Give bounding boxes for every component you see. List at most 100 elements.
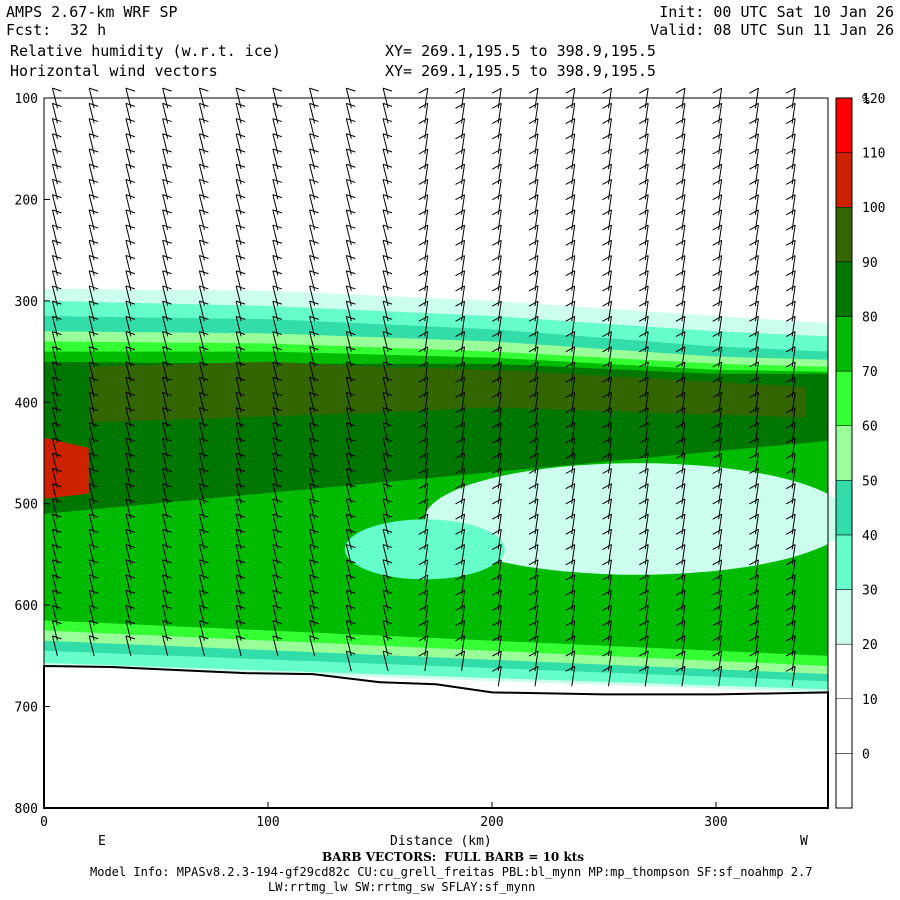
wind-barb-feather <box>52 407 62 412</box>
wind-barb-feather <box>712 513 722 520</box>
wind-barb-feather <box>162 331 172 336</box>
wind-barb-feather <box>528 513 539 520</box>
rh-band-110 <box>44 437 89 499</box>
wind-barb-feather <box>309 361 319 366</box>
wind-barb-feather <box>455 422 465 429</box>
wind-barb-feather <box>89 559 99 564</box>
wind-barb-feather <box>272 361 283 366</box>
wind-barb-feather <box>492 437 502 444</box>
model-info: Model Info: MPASv8.2.3-194-gf29cd82c CU:… <box>90 865 813 879</box>
wind-barb-feather <box>492 589 502 596</box>
wind-barb-feather <box>272 209 283 214</box>
wind-barb-feather <box>52 468 62 472</box>
wind-barb-feather <box>675 194 686 201</box>
wind-barb-feather <box>125 620 136 625</box>
wind-barb-feather <box>785 559 796 566</box>
wind-barb-feather <box>199 422 209 427</box>
colorbar-level-label: 20 <box>862 638 878 653</box>
wind-barb-feather <box>492 331 502 338</box>
wind-barb-feather <box>346 574 356 579</box>
wind-barb-feather <box>272 224 283 229</box>
wind-barb-feather <box>528 239 539 246</box>
wind-barb-feather <box>162 209 172 214</box>
wind-barb-feather <box>455 224 465 231</box>
wind-barb-feather <box>418 315 429 322</box>
wind-barb-feather <box>492 483 502 490</box>
wind-barb-feather <box>309 255 319 259</box>
wind-barb-feather <box>346 300 356 305</box>
colorbar-swatch <box>835 753 853 809</box>
wind-barb-feather <box>346 422 356 427</box>
wind-barb-feather <box>235 87 246 92</box>
wind-barb <box>534 666 539 687</box>
wind-barb-feather <box>749 209 759 216</box>
wind-barb-feather <box>235 483 246 488</box>
wind-barb-feather <box>602 483 612 490</box>
wind-barb-feather <box>418 255 429 261</box>
wind-barb-feather <box>528 665 539 672</box>
wind-barb-feather <box>785 270 796 277</box>
wind-barb <box>424 650 429 672</box>
wind-barb-feather <box>602 300 612 307</box>
wind-barb-feather <box>125 513 136 518</box>
wind-barb-feather <box>309 498 319 503</box>
wind-barb-feather <box>418 528 429 535</box>
wind-barb-feather <box>749 407 759 414</box>
wind-barb-feather <box>125 452 136 457</box>
wind-barb-feather <box>162 635 172 640</box>
wind-barb-feather <box>235 498 246 503</box>
wind-barb-feather <box>272 513 283 518</box>
wind-barb-feather <box>382 102 393 107</box>
wind-barb-feather <box>125 376 136 381</box>
wind-barb-feather <box>638 178 649 185</box>
wind-barb-feather <box>235 407 246 412</box>
wind-barb-feather <box>749 255 759 261</box>
wind-barb-feather <box>272 498 283 503</box>
wind-barb-feather <box>162 300 172 305</box>
wind-barb-feather <box>528 194 539 201</box>
wind-barb-feather <box>346 437 356 442</box>
colorbar-swatch <box>835 316 853 372</box>
wind-barb-feather <box>162 574 172 579</box>
wind-barb-feather <box>309 148 319 153</box>
x-tick-label: 200 <box>480 815 503 830</box>
cross-section-endpoints-1: XY= 269.1,195.5 to 398.9,195.5 <box>385 42 656 60</box>
wind-barb-feather <box>455 559 465 566</box>
wind-barb-feather <box>455 331 465 338</box>
wind-barb-feather <box>712 544 722 551</box>
wind-barb-feather <box>712 437 722 444</box>
wind-barb-feather <box>125 209 136 214</box>
wind-barb-feather <box>346 544 356 549</box>
wind-barb-feather <box>749 513 759 520</box>
wind-barb-feather <box>455 133 465 140</box>
wind-barb-feather <box>52 513 62 518</box>
wind-barb-feather <box>749 118 759 125</box>
wind-barb-feather <box>89 87 99 92</box>
wind-barb-feather <box>638 376 649 383</box>
wind-barb-feather <box>638 483 649 490</box>
wind-barb-feather <box>52 391 62 396</box>
wind-barb-feather <box>675 300 686 307</box>
wind-barb-feather <box>749 544 759 551</box>
wind-barb-feather <box>125 285 136 290</box>
x-tick-label: 0 <box>40 815 48 830</box>
wind-barb-feather <box>89 163 99 168</box>
wind-barb-feather <box>418 650 429 657</box>
wind-barb-feather <box>749 635 759 642</box>
wind-barb-feather <box>492 574 502 581</box>
wind-barb-feather <box>712 346 722 353</box>
wind-barb-feather <box>418 285 429 292</box>
wind-barb-feather <box>602 331 612 338</box>
wind-barb-feather <box>125 498 136 503</box>
wind-barb-feather <box>346 498 356 503</box>
wind-barb-feather <box>565 559 575 566</box>
wind-barb-feather <box>749 604 759 611</box>
wind-barb-feather <box>749 498 759 505</box>
wind-barb-feather <box>125 361 136 366</box>
wind-barb-feather <box>125 468 136 472</box>
colorbar-level-label: 100 <box>862 201 885 216</box>
wind-barb-feather <box>455 239 465 246</box>
wind-barb-feather <box>712 224 722 231</box>
wind-barb-feather <box>528 620 539 627</box>
wind-barb-feather <box>528 346 539 353</box>
